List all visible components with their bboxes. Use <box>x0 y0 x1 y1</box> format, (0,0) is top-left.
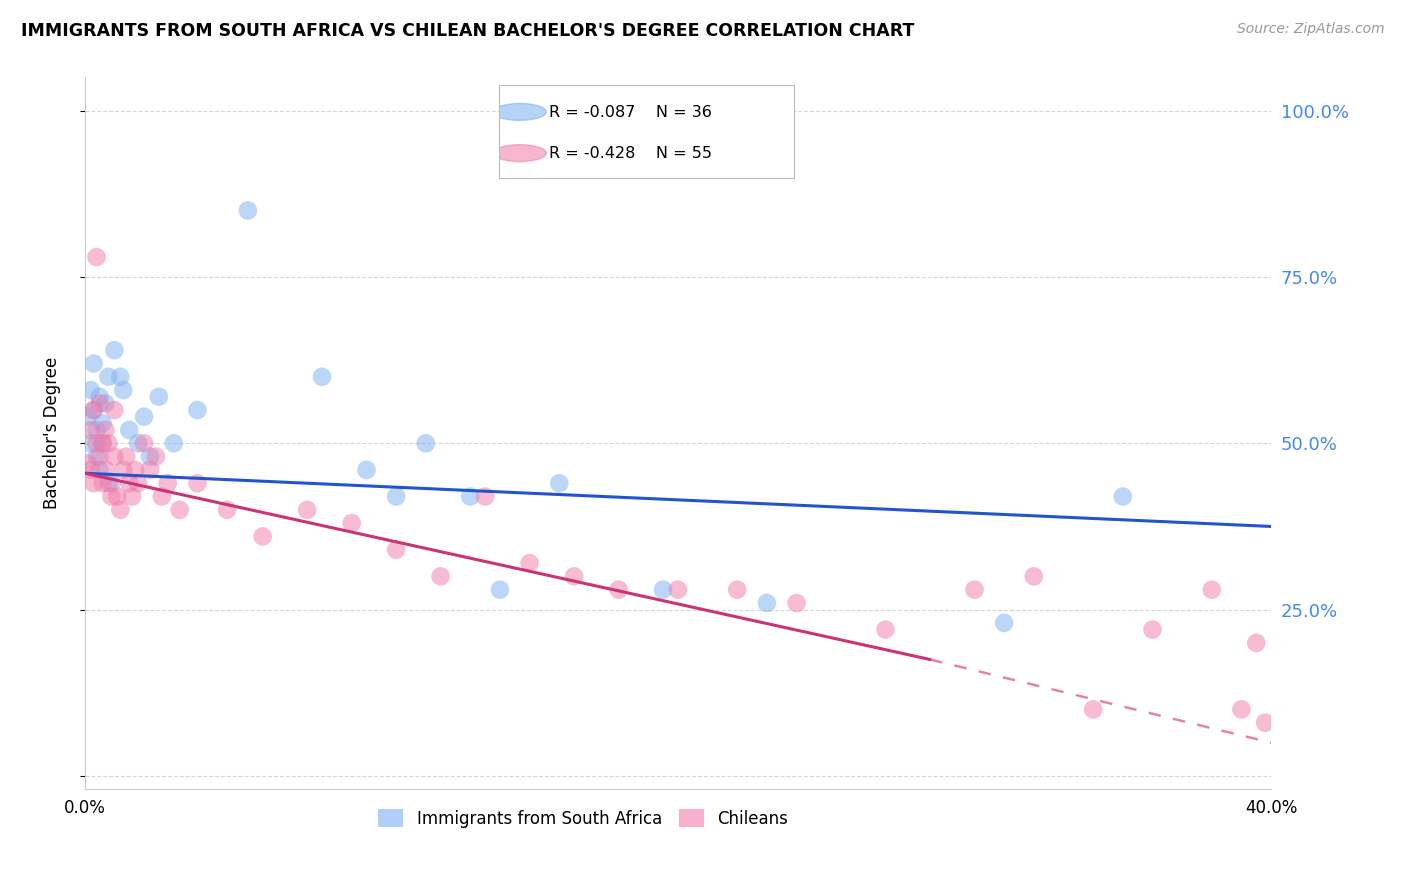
Point <box>415 436 437 450</box>
Point <box>139 463 162 477</box>
Y-axis label: Bachelor's Degree: Bachelor's Degree <box>44 357 60 509</box>
Point <box>79 423 101 437</box>
Point <box>786 596 808 610</box>
Point <box>163 436 186 450</box>
Point <box>132 436 155 450</box>
Point <box>150 490 173 504</box>
Point <box>145 450 167 464</box>
Point <box>83 356 105 370</box>
Point <box>86 436 108 450</box>
Point <box>725 582 748 597</box>
Point <box>458 490 481 504</box>
Point <box>115 450 138 464</box>
Point <box>429 569 451 583</box>
Point <box>86 450 108 464</box>
Point <box>89 450 111 464</box>
Point <box>76 409 98 424</box>
Point <box>100 476 122 491</box>
Point <box>83 476 105 491</box>
Point <box>103 343 125 358</box>
Point <box>97 476 120 491</box>
Point <box>79 463 101 477</box>
Point <box>86 423 108 437</box>
Circle shape <box>494 103 547 120</box>
Point <box>118 423 141 437</box>
Point <box>385 490 408 504</box>
Point <box>1254 715 1277 730</box>
Point <box>186 403 208 417</box>
Point <box>127 436 149 450</box>
Circle shape <box>494 145 547 161</box>
Point <box>311 369 333 384</box>
Point <box>110 503 132 517</box>
Point <box>89 396 111 410</box>
Point <box>86 250 108 264</box>
Point <box>356 463 378 477</box>
Point <box>652 582 675 597</box>
Point <box>156 476 179 491</box>
Point <box>993 615 1015 630</box>
Point <box>83 403 105 417</box>
Point <box>79 436 101 450</box>
Point <box>1112 490 1135 504</box>
Point <box>236 203 259 218</box>
Text: IMMIGRANTS FROM SOUTH AFRICA VS CHILEAN BACHELOR'S DEGREE CORRELATION CHART: IMMIGRANTS FROM SOUTH AFRICA VS CHILEAN … <box>21 22 914 40</box>
Point <box>79 383 101 397</box>
Legend: Immigrants from South Africa, Chileans: Immigrants from South Africa, Chileans <box>371 803 794 834</box>
Point <box>755 596 778 610</box>
Point <box>1230 702 1253 716</box>
Point <box>340 516 363 530</box>
Point <box>1081 702 1104 716</box>
Point <box>100 490 122 504</box>
Point <box>875 623 897 637</box>
Point <box>474 490 496 504</box>
Point <box>103 450 125 464</box>
Point <box>97 369 120 384</box>
Point <box>110 369 132 384</box>
Point <box>112 383 135 397</box>
Point <box>105 490 128 504</box>
Point <box>252 529 274 543</box>
Point <box>89 390 111 404</box>
Text: R = -0.087    N = 36: R = -0.087 N = 36 <box>550 105 713 120</box>
Point <box>295 503 318 517</box>
Point <box>148 390 170 404</box>
Point <box>1246 636 1268 650</box>
Point <box>91 436 114 450</box>
Point <box>118 476 141 491</box>
Point <box>385 542 408 557</box>
Point <box>132 409 155 424</box>
Text: Source: ZipAtlas.com: Source: ZipAtlas.com <box>1237 22 1385 37</box>
Point <box>91 476 114 491</box>
Point <box>91 436 114 450</box>
Point <box>186 476 208 491</box>
Point <box>548 476 571 491</box>
Point <box>83 403 105 417</box>
Point <box>1201 582 1223 597</box>
Point <box>562 569 585 583</box>
Point <box>963 582 986 597</box>
Point <box>519 556 541 570</box>
Point <box>489 582 512 597</box>
Point <box>76 456 98 470</box>
Point <box>1022 569 1045 583</box>
Point <box>217 503 239 517</box>
Point <box>169 503 191 517</box>
Point <box>127 476 149 491</box>
Point <box>91 417 114 431</box>
Point <box>94 423 117 437</box>
Point <box>124 463 146 477</box>
Point <box>139 450 162 464</box>
Point <box>89 463 111 477</box>
Point <box>94 463 117 477</box>
Point <box>94 396 117 410</box>
Point <box>121 490 143 504</box>
Point <box>1142 623 1164 637</box>
Text: R = -0.428    N = 55: R = -0.428 N = 55 <box>550 145 713 161</box>
Point <box>607 582 630 597</box>
Point <box>666 582 689 597</box>
Point <box>97 436 120 450</box>
Point <box>103 403 125 417</box>
Point <box>112 463 135 477</box>
